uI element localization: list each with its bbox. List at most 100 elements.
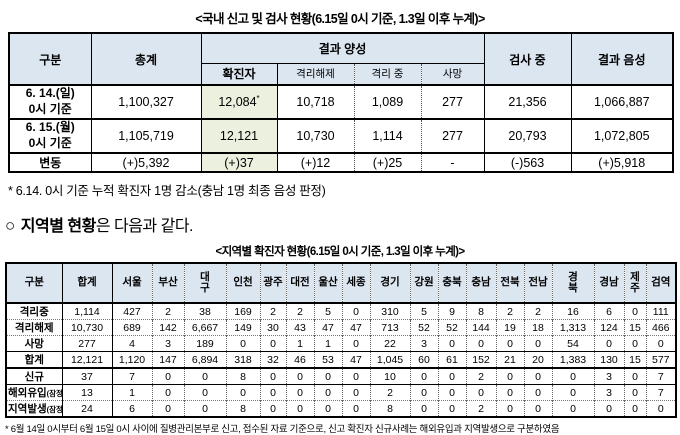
region-value-cell: 689 <box>111 319 152 336</box>
table-row-total: 합계 12,121 1,120 147 6,894 318 32 46 53 47 1,045 60… <box>6 351 676 368</box>
region-value-cell: 0 <box>465 384 496 401</box>
region-value-cell: 0 <box>183 368 226 385</box>
region-value-cell: 7 <box>111 368 152 385</box>
region-value-cell: 53 <box>313 351 342 368</box>
region-value-cell: 15 <box>623 351 646 368</box>
region-value-cell: 13 <box>61 384 112 401</box>
region-value-cell: 47 <box>341 319 370 336</box>
region-value-cell: 0 <box>151 368 184 385</box>
region-column-header: 경남 <box>593 263 624 303</box>
region-value-cell: 1,313 <box>551 319 594 336</box>
region-value-cell: 46 <box>285 351 314 368</box>
released-cell: 10,718 <box>276 85 354 119</box>
col-header-total: 총계 <box>90 33 201 85</box>
row-label-text: 지역발생 <box>8 403 47 415</box>
region-value-cell: 5 <box>313 303 342 320</box>
region-value-cell: 0 <box>495 368 524 385</box>
regional-table-title: <지역별 확진자 현황(6.15일 0시 기준, 1.3일 이후 누계)> <box>215 246 465 258</box>
deceased-cell: 277 <box>420 85 484 119</box>
region-value-cell: 30 <box>259 319 286 336</box>
region-value-cell: 18 <box>523 319 552 336</box>
region-value-cell: 1,120 <box>111 351 152 368</box>
row-label-text: 격리중 <box>19 306 49 318</box>
table-row-deceased: 사망 277 4 3 189 0 0 1 1 0 22 3 0 0 0 0 54 0 0 0 <box>6 335 676 352</box>
region-value-cell: 0 <box>645 335 676 352</box>
section-heading-strong: 지역별 현황 <box>20 218 97 235</box>
col-header-testing: 검사 중 <box>483 33 571 85</box>
row-label: 격리해제 <box>6 320 62 336</box>
region-value-cell: 2 <box>151 303 184 320</box>
region-column-header: 대 구 <box>183 263 226 303</box>
region-value-cell: 9 <box>437 303 466 320</box>
isolated-cell: 1,114 <box>353 119 421 153</box>
negative-cell: 1,072,805 <box>570 119 673 153</box>
region-value-cell: 713 <box>369 319 410 336</box>
confirmed-cell: (+)37 <box>200 153 277 172</box>
region-value-cell: 0 <box>409 384 438 401</box>
row-label: 신규 <box>6 368 62 385</box>
region-value-cell: 149 <box>225 319 260 336</box>
region-value-cell: 0 <box>623 335 646 352</box>
region-value-cell: 21 <box>495 351 524 368</box>
region-column-header: 경 북 <box>551 263 594 303</box>
region-column-header: 충남 <box>465 263 496 303</box>
region-value-cell: 2 <box>369 384 410 401</box>
region-value-cell: 0 <box>183 384 226 401</box>
region-value-cell: 7 <box>645 368 676 385</box>
region-column-header: 광주 <box>259 263 286 303</box>
region-value-cell: 6,894 <box>183 351 226 368</box>
region-value-cell: 54 <box>551 335 594 352</box>
region-value-cell: 0 <box>551 384 594 401</box>
regional-status-table: 구분 합계 서울 부산 대 구 인천 광주 대전 울산 세종 경기 강원 충북 충남 전북 전남 경 북 경남 제 … <box>5 262 677 418</box>
confirmed-value: (+)37 <box>224 155 254 170</box>
col-header-released: 격리해제 <box>276 62 354 85</box>
row-label: 사망 <box>6 336 62 352</box>
deceased-cell: - <box>420 153 484 172</box>
row-label-text: 사망 <box>24 338 44 350</box>
region-value-cell: 0 <box>313 384 342 401</box>
row-label: 격리중 <box>6 303 62 320</box>
region-column-header: 세종 <box>341 263 370 303</box>
table-row-released: 격리해제 10,730 689 142 6,667 149 30 43 47 47 713 52 52… <box>6 319 676 336</box>
region-value-cell: 0 <box>437 335 466 352</box>
region-value-cell: 0 <box>437 368 466 385</box>
region-value-cell: 16 <box>551 303 594 320</box>
footnote-marker: * <box>256 93 260 103</box>
region-value-cell: 0 <box>151 384 184 401</box>
row-label-text: 해외유입 <box>8 387 47 399</box>
row-label-text: 합계 <box>24 354 44 366</box>
region-value-cell: 60 <box>409 351 438 368</box>
region-value-cell: 2 <box>285 303 314 320</box>
region-value-cell: 1 <box>285 335 314 352</box>
region-value-cell: 0 <box>623 303 646 320</box>
confirmed-cell: 12,084* <box>200 85 277 119</box>
row-label: 6. 15.(월) 0시 기준 <box>25 120 75 150</box>
header-row-2: 확진자 격리해제 격리 중 사망 <box>9 62 673 85</box>
region-value-cell: 427 <box>111 303 152 320</box>
row-label: 해외유입(잠정) <box>6 385 62 401</box>
region-value-cell: 0 <box>465 335 496 352</box>
region-column-header: 제 주 <box>623 263 646 303</box>
col-header-negative: 결과 음성 <box>570 33 673 85</box>
region-value-cell: 3 <box>593 368 624 385</box>
confirmed-value: 12,084 <box>218 95 257 109</box>
region-value-cell: 52 <box>437 319 466 336</box>
region-value-cell: 0 <box>341 384 370 401</box>
circle-bullet-icon: ○ <box>5 216 15 235</box>
region-column-header: 부산 <box>151 263 184 303</box>
region-value-cell: 10,730 <box>61 319 112 336</box>
deceased-cell: 277 <box>420 119 484 153</box>
region-value-cell: 52 <box>409 319 438 336</box>
isolated-cell: (+)25 <box>353 153 421 172</box>
row-label-suffix: (잠정) <box>46 405 62 414</box>
region-value-cell: 1 <box>111 384 152 401</box>
region-value-cell: 32 <box>259 351 286 368</box>
region-value-cell: 1,045 <box>369 351 410 368</box>
region-value-cell: 4 <box>111 335 152 352</box>
region-value-cell: 0 <box>523 335 552 352</box>
region-value-cell: 12,121 <box>61 351 112 368</box>
region-value-cell: 0 <box>495 384 524 401</box>
region-value-cell: 0 <box>523 368 552 385</box>
region-value-cell: 111 <box>645 303 676 320</box>
